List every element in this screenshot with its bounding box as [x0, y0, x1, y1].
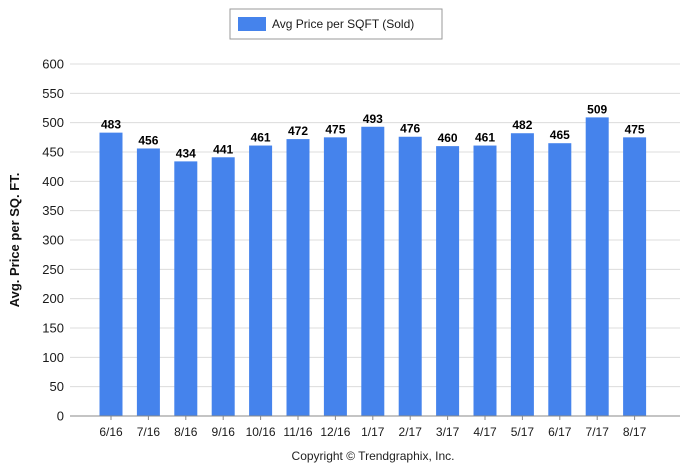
y-axis-ticks: 0 50 100 150 200 250 300 350 400 450 500 550 600: [42, 57, 64, 424]
bar: [436, 146, 460, 416]
bar-value-label: 493: [363, 112, 383, 126]
x-tick-label: 8/16: [174, 425, 198, 439]
x-tick-label: 12/16: [320, 425, 350, 439]
bar: [249, 145, 273, 416]
bar-value-label: 461: [251, 131, 271, 145]
y-tick-label: 100: [42, 350, 64, 365]
bar-value-label: 475: [325, 122, 345, 136]
bar-value-label: 483: [101, 118, 121, 132]
x-tick-label: 4/17: [473, 425, 497, 439]
bar-value-label: 472: [288, 124, 308, 138]
y-tick-label: 200: [42, 291, 64, 306]
bar: [398, 136, 422, 416]
bar: [286, 139, 310, 417]
y-tick-label: 300: [42, 233, 64, 248]
x-tick-label: 1/17: [361, 425, 385, 439]
legend: Avg Price per SQFT (Sold): [229, 8, 443, 40]
y-tick-label: 350: [42, 203, 64, 218]
x-tick-label: 6/17: [548, 425, 572, 439]
x-axis-ticks: 6/16 7/16 8/16 9/16 10/16 11/16 12/16 1/17 2/17 3…: [99, 416, 647, 439]
bar-value-label: 461: [475, 131, 495, 145]
x-tick-label: 5/17: [511, 425, 535, 439]
x-tick-label: 11/16: [283, 425, 312, 439]
bar: [585, 117, 609, 417]
bar: [136, 148, 160, 417]
bar: [510, 133, 534, 416]
bar: [211, 157, 235, 416]
x-tick-label: 8/17: [623, 425, 647, 439]
x-tick-label: 10/16: [246, 425, 276, 439]
copyright-text: Copyright © Trendgraphix, Inc.: [292, 449, 455, 463]
x-tick-label: 6/16: [99, 425, 123, 439]
bar-value-label: 434: [176, 146, 196, 160]
bars: [99, 117, 647, 417]
bar-value-label: 509: [587, 102, 607, 116]
y-tick-label: 500: [42, 115, 64, 130]
y-tick-label: 550: [42, 86, 64, 101]
y-axis-title: Avg. Price per SQ. FT.: [7, 173, 22, 308]
legend-label: Avg Price per SQFT (Sold): [272, 17, 414, 31]
bar: [473, 145, 497, 416]
bar: [323, 137, 347, 417]
x-tick-label: 7/16: [137, 425, 161, 439]
bar: [174, 161, 198, 416]
bar-value-label: 465: [550, 128, 570, 142]
y-tick-label: 600: [42, 57, 64, 72]
legend-swatch: [238, 17, 266, 31]
bar-value-label: 482: [512, 118, 532, 132]
y-tick-label: 50: [50, 379, 64, 394]
bar-value-label: 460: [438, 131, 458, 145]
bar-value-label: 441: [213, 142, 233, 156]
y-tick-label: 450: [42, 145, 64, 160]
y-tick-label: 150: [42, 321, 64, 336]
x-tick-label: 7/17: [586, 425, 610, 439]
x-tick-label: 9/16: [212, 425, 236, 439]
y-tick-label: 0: [57, 409, 64, 424]
bar: [99, 132, 123, 416]
bar-value-label: 476: [400, 122, 420, 136]
bar: [361, 126, 385, 417]
bar-value-label: 475: [625, 122, 645, 136]
x-tick-label: 2/17: [399, 425, 423, 439]
x-tick-label: 3/17: [436, 425, 460, 439]
bar-value-labels: 483 456 434 441 461 472 475 493 476 460 461 482 465 5…: [101, 102, 645, 160]
bar-value-label: 456: [138, 133, 158, 147]
bar: [548, 143, 572, 416]
bar: [623, 137, 647, 417]
y-tick-label: 250: [42, 262, 64, 277]
y-tick-label: 400: [42, 174, 64, 189]
